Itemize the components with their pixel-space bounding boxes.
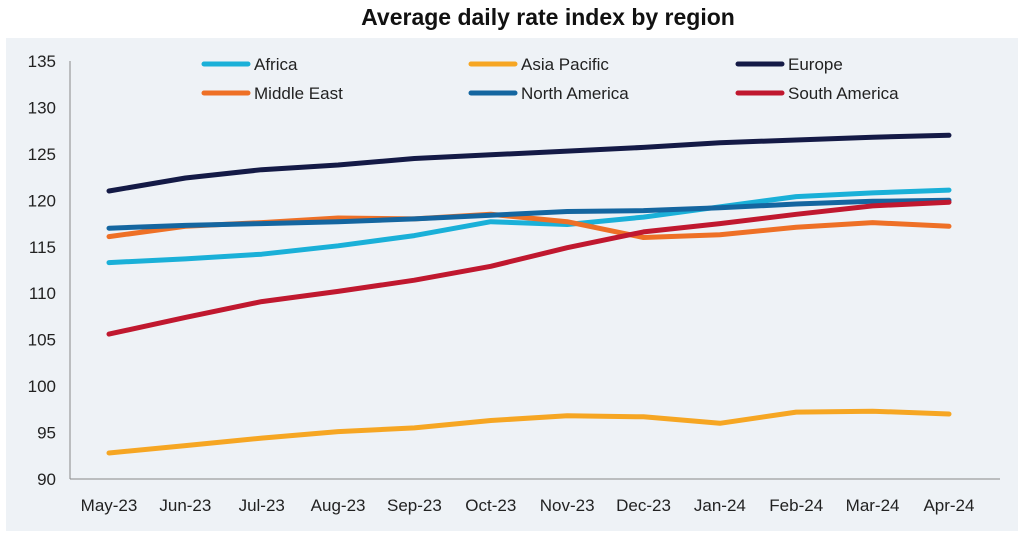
y-tick-label: 100 bbox=[28, 377, 56, 396]
legend-africa-label: Africa bbox=[254, 55, 298, 74]
legend-europe-label: Europe bbox=[788, 55, 843, 74]
y-tick-label: 130 bbox=[28, 98, 56, 117]
plot-background bbox=[6, 38, 1018, 531]
y-tick-label: 115 bbox=[29, 238, 56, 257]
x-tick-label: Oct-23 bbox=[465, 496, 516, 515]
chart-title: Average daily rate index by region bbox=[361, 4, 735, 30]
series-line-north-america bbox=[106, 197, 952, 231]
x-tick-label: Mar-24 bbox=[846, 496, 900, 515]
legend-middle-east-label: Middle East bbox=[254, 84, 343, 103]
y-tick-label: 110 bbox=[29, 284, 56, 303]
x-tick-label: Jul-23 bbox=[239, 496, 285, 515]
x-tick-labels: May-23 Jun-23 Jul-23 Aug-23 Sep-23 Oct-23 Nov-… bbox=[81, 496, 975, 515]
series-line-europe bbox=[106, 132, 952, 194]
x-tick-label: Dec-23 bbox=[616, 496, 671, 515]
x-tick-label: Nov-23 bbox=[540, 496, 595, 515]
y-tick-label: 125 bbox=[28, 145, 56, 164]
y-tick-labels: 90 95 100 105 110 115 120 125 130 135 bbox=[28, 52, 56, 489]
x-tick-label: Feb-24 bbox=[769, 496, 823, 515]
y-tick-label: 120 bbox=[28, 191, 56, 210]
series-line-asia-pacific bbox=[106, 408, 952, 456]
y-tick-label: 105 bbox=[28, 331, 56, 350]
series-line-africa bbox=[106, 187, 952, 266]
x-tick-label: Apr-24 bbox=[923, 496, 974, 515]
y-tick-label: 90 bbox=[37, 470, 56, 489]
series-lines bbox=[106, 132, 952, 456]
y-tick-label: 95 bbox=[37, 424, 56, 443]
x-tick-label: May-23 bbox=[81, 496, 138, 515]
legend-south-america-label: South America bbox=[788, 84, 899, 103]
x-tick-label: Jan-24 bbox=[694, 496, 746, 515]
y-tick-label: 135 bbox=[28, 52, 56, 71]
legend: Africa Asia Pacific Europe Middle East North… bbox=[201, 55, 899, 103]
legend-asia-pacific-label: Asia Pacific bbox=[521, 55, 609, 74]
x-tick-label: Aug-23 bbox=[311, 496, 366, 515]
series-line-south-america bbox=[106, 199, 952, 337]
legend-north-america-label: North America bbox=[521, 84, 629, 103]
x-tick-label: Jun-23 bbox=[159, 496, 211, 515]
x-tick-label: Sep-23 bbox=[387, 496, 442, 515]
